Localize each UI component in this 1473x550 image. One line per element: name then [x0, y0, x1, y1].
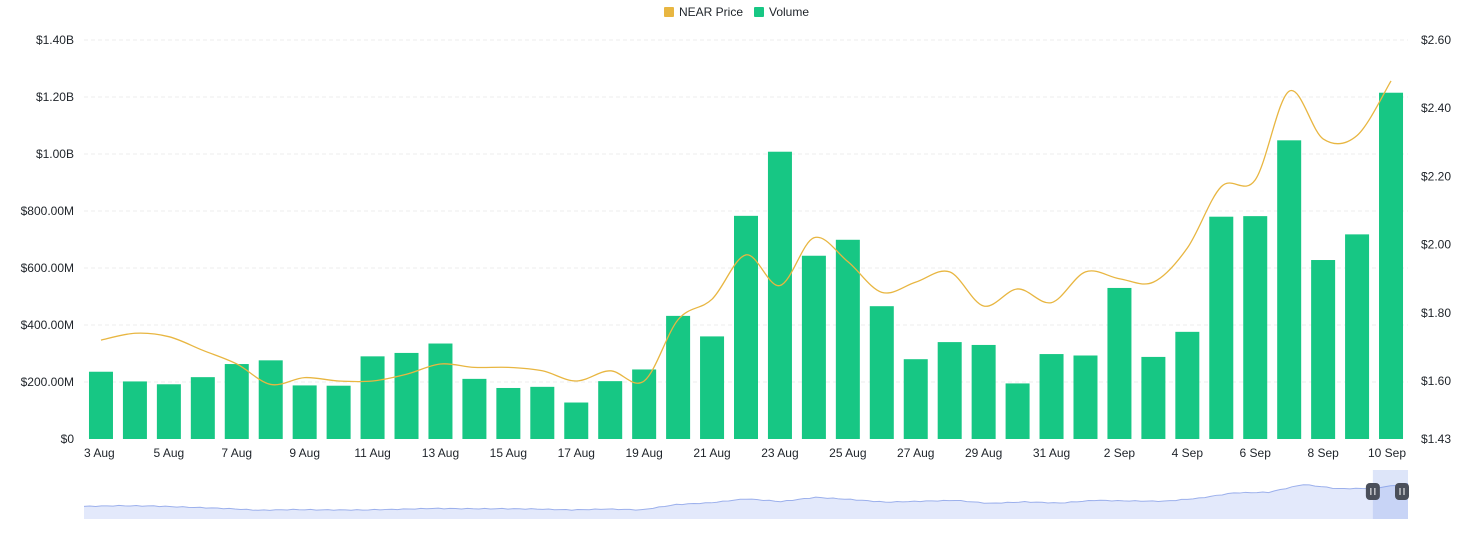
- volume-bar[interactable]: [598, 381, 623, 439]
- x-tick-label: 13 Aug: [422, 446, 459, 460]
- volume-bar[interactable]: [462, 378, 487, 439]
- price-line[interactable]: [100, 80, 1392, 386]
- volume-bar[interactable]: [88, 371, 113, 439]
- volume-bar[interactable]: [632, 369, 657, 439]
- y-right-tick-label: $1.80: [1421, 306, 1451, 320]
- y-right-tick-label: $2.20: [1421, 169, 1451, 183]
- legend-swatch: [754, 7, 764, 17]
- volume-bar[interactable]: [190, 377, 215, 439]
- y-left-tick-label: $1.00B: [36, 147, 74, 161]
- volume-bar[interactable]: [700, 336, 725, 439]
- x-tick-label: 5 Aug: [154, 446, 185, 460]
- x-axis-ticks: 3 Aug 5 Aug 7 Aug 9 Aug 11 Aug 13 Aug 15 Aug 17…: [84, 446, 1406, 460]
- y-left-tick-label: $1.40B: [36, 33, 74, 47]
- volume-bar[interactable]: [1243, 216, 1268, 439]
- x-tick-label: 23 Aug: [761, 446, 798, 460]
- x-tick-label: 25 Aug: [829, 446, 866, 460]
- volume-bar[interactable]: [326, 385, 351, 439]
- x-tick-label: 7 Aug: [221, 446, 252, 460]
- volume-bar[interactable]: [1005, 383, 1030, 439]
- y-left-tick-label: $800.00M: [21, 204, 74, 218]
- volume-bar[interactable]: [1141, 356, 1166, 439]
- x-tick-label: 11 Aug: [354, 446, 390, 460]
- legend-item[interactable]: NEAR Price: [664, 5, 743, 19]
- volume-bar[interactable]: [1311, 260, 1336, 439]
- volume-bar[interactable]: [1073, 355, 1098, 439]
- volume-bar[interactable]: [564, 402, 589, 439]
- volume-bar[interactable]: [971, 344, 996, 439]
- volume-bar[interactable]: [224, 364, 249, 439]
- volume-bar[interactable]: [903, 359, 928, 439]
- x-tick-label: 21 Aug: [693, 446, 730, 460]
- y-left-tick-label: $400.00M: [21, 318, 74, 332]
- volume-bar[interactable]: [292, 385, 317, 439]
- x-tick-label: 9 Aug: [289, 446, 320, 460]
- x-tick-label: 31 Aug: [1033, 446, 1070, 460]
- volume-bar[interactable]: [156, 384, 181, 439]
- x-tick-label: 19 Aug: [625, 446, 662, 460]
- legend-label: Volume: [769, 5, 809, 19]
- x-tick-label: 2 Sep: [1104, 446, 1136, 460]
- volume-bar[interactable]: [1345, 234, 1370, 439]
- y-left-tick-label: $0: [61, 432, 75, 446]
- volume-bar[interactable]: [530, 386, 555, 439]
- y-right-tick-label: $2.40: [1421, 101, 1451, 115]
- x-tick-label: 15 Aug: [490, 446, 527, 460]
- y-right-tick-label: $2.00: [1421, 238, 1451, 252]
- volume-bar[interactable]: [767, 151, 792, 439]
- y-left-tick-label: $200.00M: [21, 375, 74, 389]
- navigator-line: [83, 483, 1409, 511]
- y-right-tick-label: $2.60: [1421, 33, 1451, 47]
- volume-bar[interactable]: [1209, 216, 1234, 439]
- legend-item[interactable]: Volume: [754, 5, 809, 19]
- handle-knob[interactable]: [1365, 483, 1380, 500]
- volume-bar[interactable]: [734, 215, 758, 439]
- volume-bar[interactable]: [428, 343, 453, 439]
- navigator-handle-left[interactable]: [1365, 483, 1380, 500]
- volume-bar[interactable]: [1379, 92, 1404, 439]
- legend: NEAR Price Volume: [664, 5, 809, 19]
- x-tick-label: 27 Aug: [897, 446, 934, 460]
- y-right-tick-label: $1.60: [1421, 374, 1451, 388]
- navigator-handle-right[interactable]: [1395, 483, 1409, 500]
- x-tick-label: 3 Aug: [84, 446, 115, 460]
- x-tick-label: 8 Sep: [1307, 446, 1339, 460]
- handle-knob[interactable]: [1395, 483, 1409, 500]
- legend-swatch: [664, 7, 674, 17]
- volume-bar[interactable]: [1039, 354, 1064, 439]
- range-navigator[interactable]: [83, 470, 1409, 519]
- volume-bar[interactable]: [360, 356, 385, 439]
- x-tick-label: 29 Aug: [965, 446, 1002, 460]
- x-tick-label: 4 Sep: [1172, 446, 1204, 460]
- x-tick-label: 17 Aug: [558, 446, 595, 460]
- volume-bar[interactable]: [869, 306, 894, 439]
- y-left-tick-label: $600.00M: [21, 261, 74, 275]
- volume-bar[interactable]: [1277, 140, 1302, 439]
- volume-bar[interactable]: [394, 352, 419, 439]
- volume-bar[interactable]: [496, 387, 521, 439]
- right-axis-ticks: $1.43 $1.60 $1.80 $2.00 $2.20 $2.40 $2.60: [1421, 33, 1451, 446]
- x-tick-label: 10 Sep: [1368, 446, 1406, 460]
- volume-bar[interactable]: [1107, 287, 1132, 439]
- volume-bar[interactable]: [666, 315, 691, 439]
- x-tick-label: 6 Sep: [1240, 446, 1272, 460]
- volume-bar[interactable]: [937, 342, 962, 439]
- volume-bar[interactable]: [1175, 331, 1200, 439]
- volume-bars: [88, 92, 1404, 439]
- navigator-area: [84, 483, 1408, 519]
- volume-bar[interactable]: [835, 239, 860, 439]
- volume-bar[interactable]: [122, 381, 147, 439]
- legend-label: NEAR Price: [679, 5, 743, 19]
- y-right-tick-label: $1.43: [1421, 432, 1451, 446]
- y-left-tick-label: $1.20B: [36, 90, 74, 104]
- left-axis-ticks: $0 $200.00M $400.00M $600.00M $800.00M $1.00B…: [21, 33, 75, 446]
- volume-bar[interactable]: [801, 255, 826, 439]
- volume-bar[interactable]: [258, 360, 283, 439]
- price-line-layer: [100, 80, 1392, 386]
